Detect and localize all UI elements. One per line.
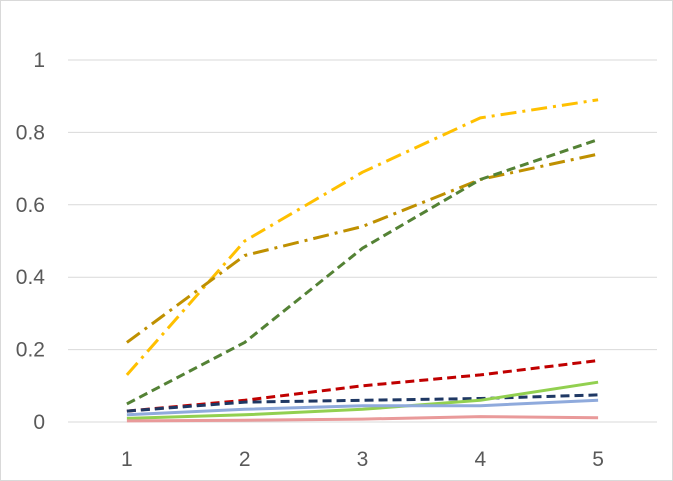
y-tick-label: 0.8 xyxy=(16,121,45,144)
series-line-7 xyxy=(126,398,599,417)
x-tick-label: 5 xyxy=(592,448,604,471)
x-tick-label: 4 xyxy=(474,448,486,471)
y-tick-label: 0 xyxy=(33,411,45,434)
y-tick-label: 0.4 xyxy=(16,266,46,289)
y-tick-label: 0.6 xyxy=(16,194,45,217)
series-line-2 xyxy=(126,152,599,344)
series-line-6 xyxy=(126,380,599,420)
y-axis-ticks: 0 0.2 0.4 0.6 0.8 1 xyxy=(16,49,46,434)
x-tick-label: 2 xyxy=(239,448,251,471)
x-tick-label: 3 xyxy=(357,448,369,471)
series-line-3 xyxy=(126,138,599,406)
series-line-8 xyxy=(126,415,599,423)
series-line-1 xyxy=(125,98,599,376)
y-tick-label: 0.2 xyxy=(16,339,45,362)
series-line-5 xyxy=(126,393,599,413)
gridlines xyxy=(68,59,657,423)
x-tick-label: 1 xyxy=(121,448,133,471)
x-axis-ticks: 1 2 3 4 5 xyxy=(121,448,604,471)
series-lines xyxy=(125,98,599,423)
y-tick-label: 1 xyxy=(33,49,45,72)
